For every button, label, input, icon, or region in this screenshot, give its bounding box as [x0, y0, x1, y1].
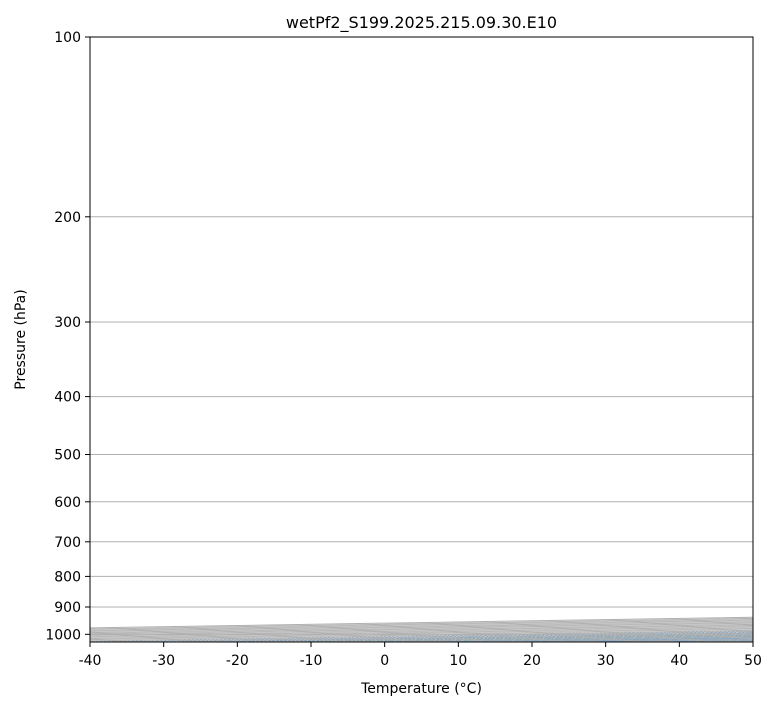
moist-adiabat [384, 635, 753, 642]
mixing-ratio-line [490, 637, 753, 642]
moist-adiabat [590, 638, 753, 642]
dry-adiabat [624, 639, 753, 642]
moist-adiabat [738, 641, 753, 642]
moist-adiabat [620, 639, 753, 642]
x-tick-label: 40 [670, 653, 688, 669]
y-tick-label: 100 [54, 30, 81, 46]
dry-adiabat [698, 640, 753, 642]
mixing-ratio-line [434, 636, 753, 642]
isotherm-line [90, 619, 753, 631]
mixing-ratio-line [90, 630, 753, 642]
isotherm-line [90, 622, 753, 635]
x-tick-label: -40 [79, 653, 102, 669]
isotherm-line [605, 639, 753, 642]
y-tick-label: 900 [54, 600, 81, 616]
x-tick-label: 20 [523, 653, 541, 669]
mixing-ratio-line [543, 638, 753, 642]
x-tick-label: 10 [449, 653, 467, 669]
mixing-ratio-line [570, 638, 753, 642]
x-axis-label: Temperature (°C) [360, 681, 482, 697]
moist-adiabat [531, 637, 753, 642]
mixing-ratio-line [217, 632, 753, 642]
moist-adiabat [296, 633, 753, 642]
moist-adiabat [414, 635, 753, 642]
moist-adiabat [708, 640, 753, 642]
plot-frame [89, 36, 754, 643]
isotherm-line [90, 628, 753, 641]
mixing-ratio-line [324, 634, 753, 642]
moist-adiabat [649, 639, 753, 642]
y-tick-label: 200 [54, 210, 81, 226]
y-tick-label: 400 [54, 390, 81, 406]
dry-adiabat [550, 638, 753, 642]
y-tick-label: 300 [54, 315, 81, 331]
mixing-ratio-line [184, 632, 753, 642]
dry-adiabat [327, 634, 753, 642]
dry-adiabat [178, 632, 753, 642]
y-tick-label: 800 [54, 569, 81, 585]
y-tick-label: 600 [54, 495, 81, 511]
mixing-ratio-line [597, 638, 753, 642]
moist-adiabat [325, 634, 753, 642]
isotherm-line [163, 632, 753, 642]
isotherm-line [90, 621, 753, 634]
dry-adiabat [475, 636, 753, 642]
isotherm-line [531, 637, 753, 642]
mixing-ratio-line [261, 633, 753, 642]
x-tick-label: -30 [152, 653, 175, 669]
mixing-ratio-line [619, 639, 753, 642]
moist-adiabat [679, 640, 753, 642]
moist-adiabat [237, 633, 753, 642]
dry-adiabat [401, 635, 753, 642]
isotherm-line [310, 634, 753, 642]
mixing-ratio-line [642, 639, 753, 642]
y-tick-label: 500 [54, 448, 81, 464]
isotherm-line [90, 627, 753, 639]
y-axis-label: Pressure (hPa) [13, 289, 29, 389]
x-tick-label: -10 [300, 653, 323, 669]
moist-adiabat [561, 638, 753, 642]
isotherm-line [90, 630, 753, 642]
moist-adiabat [443, 636, 753, 642]
mixing-ratio-line [465, 636, 753, 642]
mixing-ratio-line [519, 637, 753, 642]
isotherm-line [90, 617, 753, 630]
moist-adiabat [502, 637, 753, 642]
isotherm-line [90, 623, 753, 636]
y-tick-label: 1000 [45, 627, 81, 643]
mixing-ratio-line [130, 631, 753, 642]
moist-adiabat [266, 633, 753, 642]
x-tick-label: 0 [380, 653, 389, 669]
isotherm-line [90, 620, 753, 632]
dry-adiabat [253, 633, 753, 642]
isotherm-line [679, 640, 753, 642]
chart-title: wetPf2_S199.2025.215.09.30.E10 [286, 13, 557, 33]
mixing-ratio-line [392, 635, 753, 642]
isotherm-line [90, 629, 753, 642]
moist-adiabat [355, 634, 753, 642]
moist-adiabat [473, 636, 753, 642]
mixing-ratio-line [363, 635, 753, 642]
isotherm-line [384, 635, 753, 642]
isotherm-line [752, 641, 753, 642]
isotherm-line [237, 633, 753, 642]
isotherm-line [90, 616, 753, 629]
y-tick-label: 700 [54, 535, 81, 551]
isotherm-line [458, 636, 753, 642]
x-tick-label: -20 [226, 653, 249, 669]
isotherm-line [90, 624, 753, 637]
x-tick-label: 30 [597, 653, 615, 669]
mixing-ratio-line [297, 634, 753, 642]
isotherm-line [90, 626, 753, 638]
x-tick-label: 50 [744, 653, 762, 669]
